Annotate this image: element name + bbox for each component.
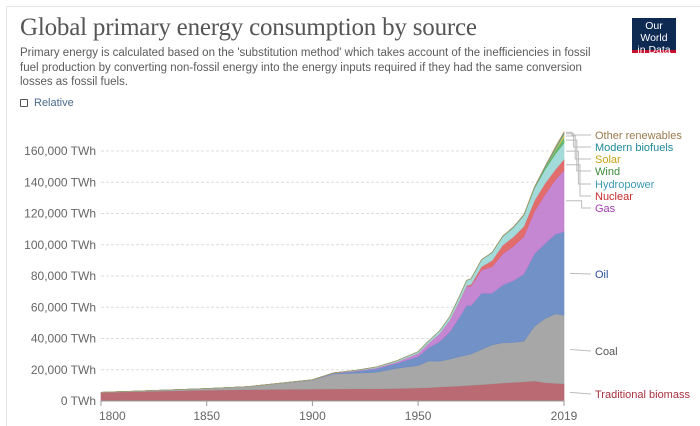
- x-tick-label: 2019: [551, 409, 578, 423]
- logo-line-1: Our World: [640, 20, 668, 44]
- x-tick-label: 1900: [299, 409, 326, 423]
- legend-connector: [569, 391, 592, 395]
- y-tick-label: 120,000 TWh: [24, 207, 96, 221]
- owid-logo[interactable]: Our World in Data: [632, 18, 676, 56]
- x-tick-label: 1850: [193, 409, 220, 423]
- y-tick-label: 60,000 TWh: [31, 300, 96, 314]
- legend-connector: [569, 348, 592, 352]
- legend-label-gas[interactable]: Gas: [595, 203, 616, 215]
- legend: Traditional biomass Coal Oil GasNuclearHydr…: [566, 130, 690, 401]
- y-tick-label: 160,000 TWh: [24, 144, 96, 158]
- area-other-renewables[interactable]: [100, 130, 565, 393]
- y-tick-label: 140,000 TWh: [24, 175, 96, 189]
- relative-label: Relative: [34, 97, 74, 109]
- chart-title: Global primary energy consumption by sou…: [20, 14, 477, 41]
- legend-connector: [566, 133, 591, 148]
- chart-card: [6, 6, 700, 426]
- legend-label-oil[interactable]: Oil: [595, 269, 608, 281]
- x-tick-label: 1800: [99, 409, 126, 423]
- axes: 0 TWh 20,000 TWh 40,000 TWh 60,000 TWh 80,00…: [24, 144, 577, 423]
- y-tick-label: 40,000 TWh: [31, 332, 96, 346]
- legend-connector: [566, 139, 591, 172]
- legend-connector: [566, 131, 591, 136]
- legend-label-wind[interactable]: Wind: [595, 166, 620, 178]
- y-tick-label: 0 TWh: [61, 394, 96, 408]
- y-tick-label: 20,000 TWh: [31, 363, 96, 377]
- legend-label-solar[interactable]: Solar: [595, 154, 621, 166]
- legend-label-nuclear[interactable]: Nuclear: [595, 191, 633, 203]
- y-tick-label: 80,000 TWh: [31, 269, 96, 283]
- chart-subtitle: Primary energy is calculated based on th…: [20, 47, 591, 88]
- legend-connector: [566, 200, 591, 209]
- legend-connector: [566, 164, 591, 197]
- legend-label-hydropower[interactable]: Hydropower: [595, 179, 655, 191]
- stacked-areas: [100, 130, 565, 402]
- relative-checkbox[interactable]: [20, 99, 28, 107]
- legend-label-coal[interactable]: Coal: [595, 346, 618, 358]
- x-tick-label: 1950: [405, 409, 432, 423]
- relative-toggle[interactable]: Relative: [20, 97, 74, 109]
- legend-connector: [566, 150, 591, 185]
- legend-label-other-renewables[interactable]: Other renewables: [595, 130, 682, 142]
- legend-label-modern-biofuels[interactable]: Modern biofuels: [595, 142, 674, 154]
- legend-label-traditional-biomass[interactable]: Traditional biomass: [595, 389, 690, 401]
- y-tick-label: 100,000 TWh: [24, 238, 96, 252]
- logo-line-2: in Data: [637, 44, 671, 56]
- legend-connector: [569, 272, 592, 275]
